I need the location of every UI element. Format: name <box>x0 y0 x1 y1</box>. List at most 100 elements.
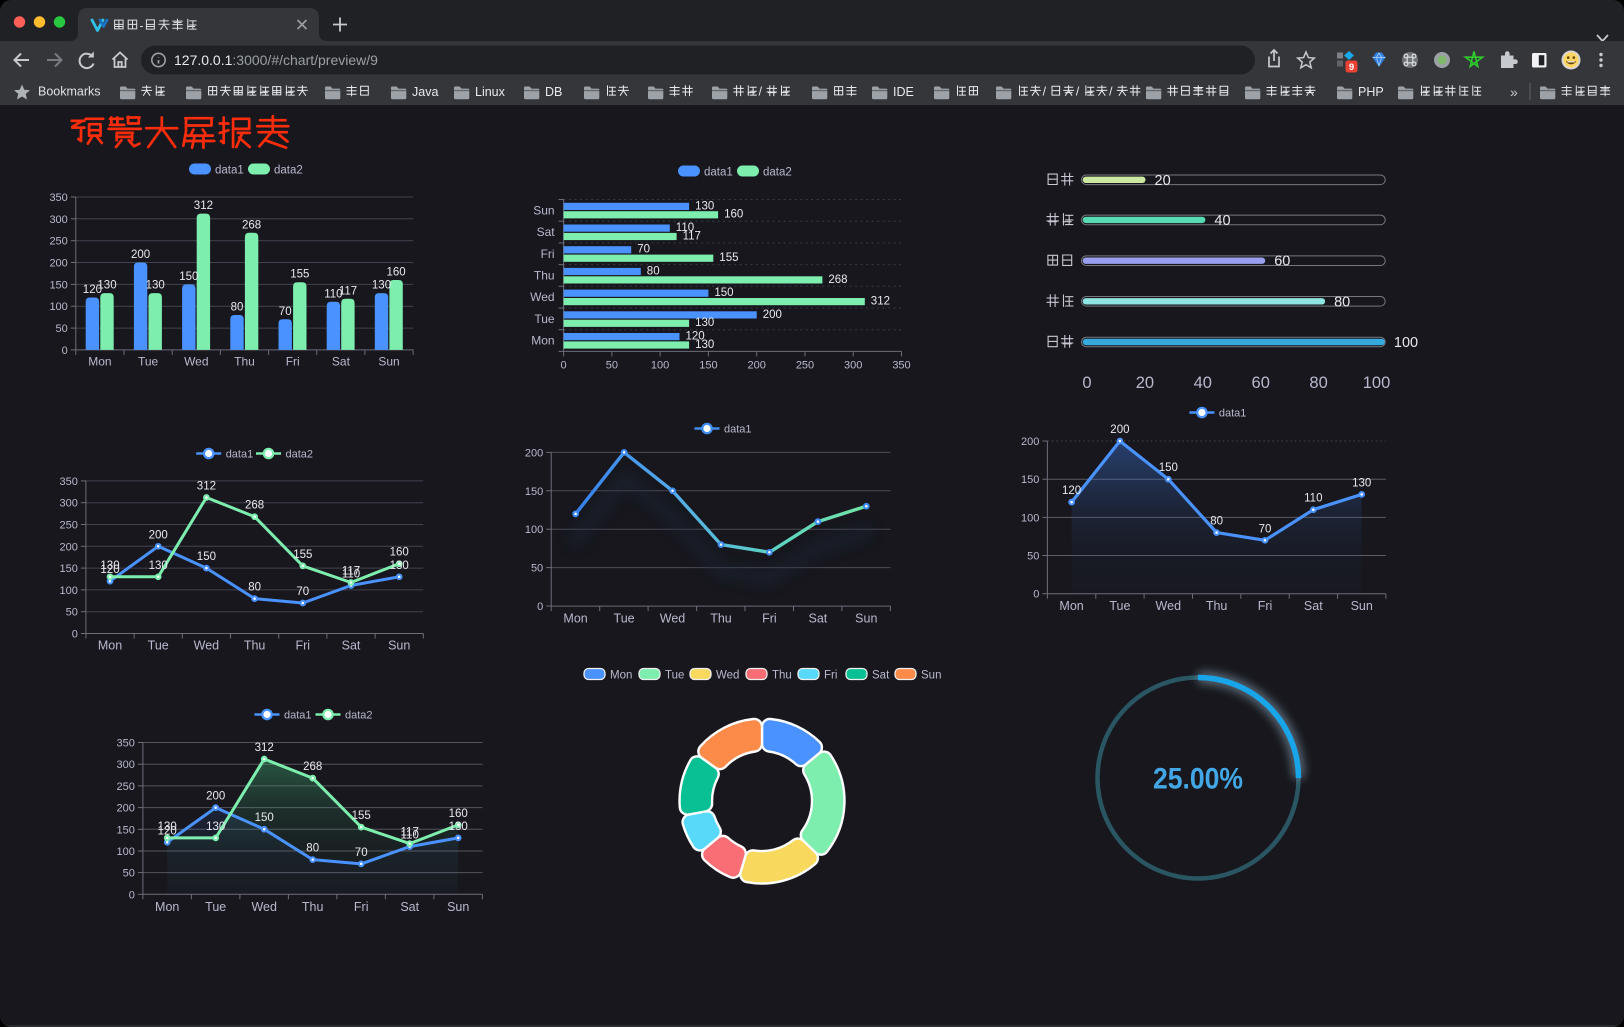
svg-text:130: 130 <box>158 821 177 833</box>
svg-text:9: 9 <box>1349 62 1354 73</box>
svg-text:Wed: Wed <box>530 290 554 304</box>
svg-text:»: » <box>1510 84 1518 100</box>
svg-text:150: 150 <box>1021 474 1039 486</box>
svg-text:80: 80 <box>1334 294 1350 310</box>
svg-text:0: 0 <box>561 359 567 371</box>
svg-text:Mon: Mon <box>610 670 632 682</box>
svg-text:200: 200 <box>748 359 766 371</box>
svg-text:100: 100 <box>651 359 669 371</box>
svg-text:Tue: Tue <box>1109 599 1130 613</box>
svg-text:Thu: Thu <box>772 670 792 682</box>
svg-text:268: 268 <box>242 219 261 231</box>
svg-text:Sat: Sat <box>332 354 351 368</box>
svg-text:250: 250 <box>796 359 814 371</box>
svg-text:80: 80 <box>248 582 261 594</box>
svg-text:150: 150 <box>525 486 543 498</box>
svg-text:200: 200 <box>1021 436 1039 448</box>
svg-text:100: 100 <box>1394 335 1418 351</box>
svg-text:80: 80 <box>1309 374 1327 392</box>
svg-text:160: 160 <box>387 267 406 279</box>
svg-text:200: 200 <box>149 529 168 541</box>
svg-text:Fri: Fri <box>762 612 777 626</box>
svg-text:130: 130 <box>146 280 165 292</box>
svg-text:200: 200 <box>49 258 67 270</box>
svg-text:155: 155 <box>352 810 371 822</box>
svg-text:Mon: Mon <box>88 354 111 368</box>
svg-text:127.0.0.1:3000/#/chart/preview: 127.0.0.1:3000/#/chart/preview/9 <box>174 52 378 68</box>
svg-text:120: 120 <box>686 331 705 343</box>
svg-text:0: 0 <box>62 345 68 357</box>
svg-text:70: 70 <box>637 244 650 256</box>
svg-text:data1: data1 <box>215 165 244 177</box>
svg-text:Sun: Sun <box>855 612 877 626</box>
svg-text:155: 155 <box>293 549 312 561</box>
svg-text:Mon: Mon <box>155 900 179 914</box>
svg-text:data2: data2 <box>763 167 792 179</box>
svg-text:PHP: PHP <box>1358 85 1384 99</box>
svg-text:300: 300 <box>60 498 78 510</box>
svg-text:/: / <box>1076 85 1080 99</box>
svg-text:Sat: Sat <box>537 225 556 239</box>
svg-text:117: 117 <box>401 827 419 839</box>
svg-text:200: 200 <box>525 447 543 459</box>
svg-text:110: 110 <box>324 288 342 300</box>
svg-text:117: 117 <box>683 230 701 242</box>
svg-text:120: 120 <box>83 284 102 296</box>
svg-text:Sun: Sun <box>447 900 469 914</box>
svg-text:100: 100 <box>60 585 78 597</box>
svg-text:130: 130 <box>100 560 119 572</box>
svg-text:268: 268 <box>303 761 322 773</box>
svg-text:Java: Java <box>412 85 438 99</box>
svg-text:data2: data2 <box>345 710 373 722</box>
svg-text:120: 120 <box>1062 485 1081 497</box>
svg-text:300: 300 <box>117 759 135 771</box>
svg-text:120: 120 <box>100 564 119 576</box>
svg-text:50: 50 <box>56 323 68 335</box>
svg-text:130: 130 <box>206 821 225 833</box>
svg-text:50: 50 <box>1027 551 1039 563</box>
svg-text:130: 130 <box>372 280 391 292</box>
svg-text:50: 50 <box>606 359 618 371</box>
svg-text:268: 268 <box>828 274 847 286</box>
svg-text:80: 80 <box>231 302 244 314</box>
svg-text:Bookmarks: Bookmarks <box>38 85 101 99</box>
svg-text:Fri: Fri <box>824 670 837 682</box>
svg-text:200: 200 <box>763 309 782 321</box>
svg-text:160: 160 <box>449 808 468 820</box>
svg-text:130: 130 <box>149 560 168 572</box>
svg-text:80: 80 <box>647 265 660 277</box>
svg-text:300: 300 <box>49 214 67 226</box>
svg-text:150: 150 <box>699 359 717 371</box>
svg-text:20: 20 <box>1155 173 1171 189</box>
svg-text:350: 350 <box>117 738 135 750</box>
svg-text:Wed: Wed <box>184 354 208 368</box>
svg-text:DB: DB <box>545 85 562 99</box>
svg-text:100: 100 <box>525 524 543 536</box>
svg-text:120: 120 <box>158 825 177 837</box>
svg-text:0: 0 <box>129 889 135 901</box>
svg-text:40: 40 <box>1194 374 1212 392</box>
svg-text:155: 155 <box>290 269 309 281</box>
svg-text:Sun: Sun <box>378 354 399 368</box>
svg-text:155: 155 <box>719 252 738 264</box>
svg-text:100: 100 <box>117 846 135 858</box>
svg-text:0: 0 <box>537 601 543 613</box>
svg-text:150: 150 <box>1159 462 1178 474</box>
svg-text:70: 70 <box>1259 523 1272 535</box>
svg-text:data2: data2 <box>286 449 314 461</box>
svg-text:150: 150 <box>60 563 78 575</box>
svg-text:60: 60 <box>1252 374 1270 392</box>
svg-text:data2: data2 <box>274 165 303 177</box>
svg-text:130: 130 <box>97 280 116 292</box>
svg-text:110: 110 <box>401 830 419 842</box>
svg-text:data1: data1 <box>284 710 312 722</box>
svg-text:200: 200 <box>117 803 135 815</box>
svg-text:Sun: Sun <box>533 203 554 217</box>
svg-text:80: 80 <box>1210 516 1223 528</box>
svg-text:Sat: Sat <box>342 639 361 653</box>
svg-text:Fri: Fri <box>296 639 311 653</box>
svg-text:Sat: Sat <box>872 670 890 682</box>
svg-text:Tue: Tue <box>138 354 159 368</box>
svg-text:150: 150 <box>255 812 274 824</box>
svg-text:Fri: Fri <box>541 247 555 261</box>
